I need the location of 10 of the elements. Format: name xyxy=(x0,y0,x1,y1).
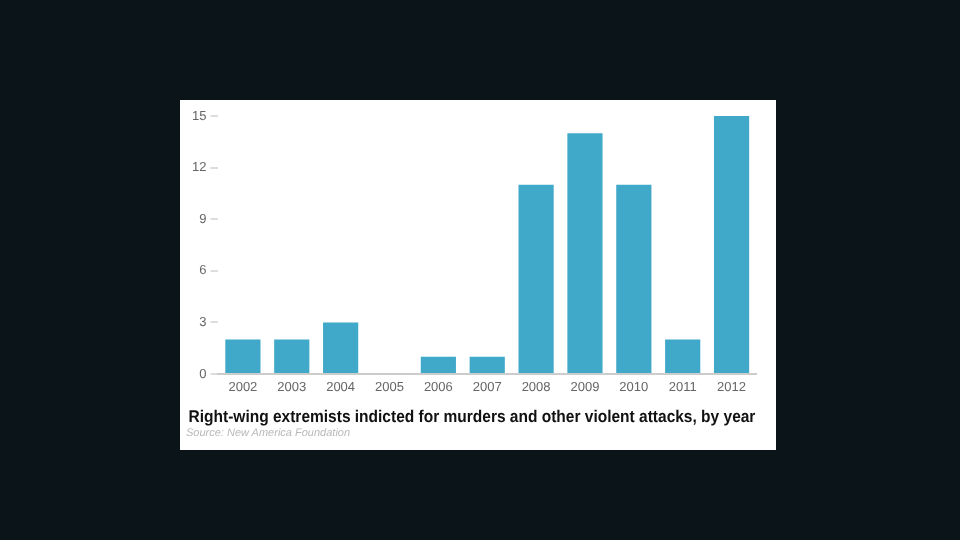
bar xyxy=(323,322,359,373)
bar xyxy=(225,339,261,373)
bar xyxy=(469,356,505,373)
bar xyxy=(518,184,554,373)
bar xyxy=(713,116,750,373)
bar xyxy=(665,339,701,373)
bar xyxy=(420,356,456,373)
bar xyxy=(567,133,603,373)
bar xyxy=(274,339,310,373)
bar xyxy=(616,184,652,373)
